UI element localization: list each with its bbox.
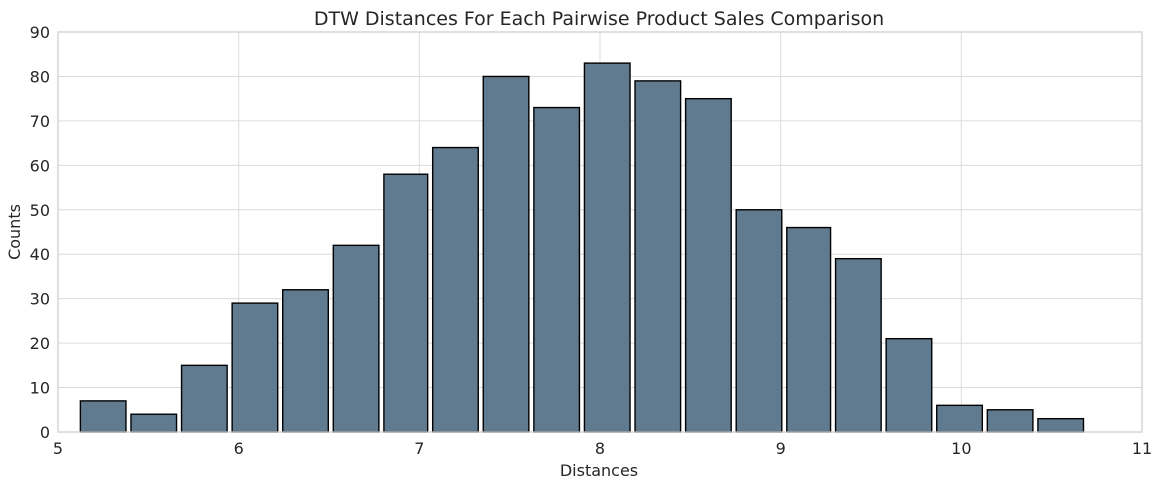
- y-tick-label: 80: [30, 67, 50, 86]
- x-tick-label: 7: [414, 439, 424, 458]
- y-tick-label: 30: [30, 290, 50, 309]
- y-tick-label: 20: [30, 334, 50, 353]
- x-tick-label: 5: [53, 439, 63, 458]
- y-tick-label: 50: [30, 201, 50, 220]
- x-tick-label: 11: [1132, 439, 1152, 458]
- bar-8: [482, 75, 530, 433]
- bar-0: [79, 400, 127, 433]
- y-tick-label: 10: [30, 379, 50, 398]
- x-tick-label: 8: [595, 439, 605, 458]
- bar-4: [282, 289, 330, 433]
- bar-16: [885, 337, 933, 433]
- chart-title: DTW Distances For Each Pairwise Product …: [314, 8, 884, 30]
- x-axis-label: Distances: [560, 461, 638, 480]
- bar-10: [583, 62, 631, 433]
- plot-frame: [57, 31, 1143, 433]
- bars-group: [79, 62, 1085, 433]
- bar-3: [231, 302, 279, 433]
- bar-18: [986, 409, 1034, 433]
- bar-6: [383, 173, 429, 433]
- bar-9: [533, 106, 581, 433]
- bar-7: [431, 146, 479, 433]
- bar-12: [684, 97, 732, 433]
- bar-13: [735, 209, 783, 433]
- bar-1: [130, 413, 178, 433]
- bar-11: [634, 80, 682, 433]
- bar-5: [332, 244, 380, 433]
- x-tick-label: 9: [776, 439, 786, 458]
- bar-14: [786, 226, 832, 433]
- y-tick-label: 90: [30, 23, 50, 42]
- x-tick-labels: 5 6 7 8 9 10 11: [53, 439, 1152, 458]
- bar-2: [180, 364, 228, 433]
- x-tick-label: 10: [951, 439, 971, 458]
- y-tick-label: 0: [40, 423, 50, 442]
- bar-17: [936, 404, 984, 433]
- y-tick-labels: 0 10 20 30 40 50 60 70 80 90: [30, 23, 50, 442]
- x-tick-label: 6: [234, 439, 244, 458]
- y-tick-label: 40: [30, 245, 50, 264]
- bar-15: [834, 257, 882, 433]
- y-axis-label: Counts: [5, 204, 24, 260]
- bar-19: [1037, 417, 1085, 433]
- y-tick-label: 70: [30, 112, 50, 131]
- y-tick-label: 60: [30, 156, 50, 175]
